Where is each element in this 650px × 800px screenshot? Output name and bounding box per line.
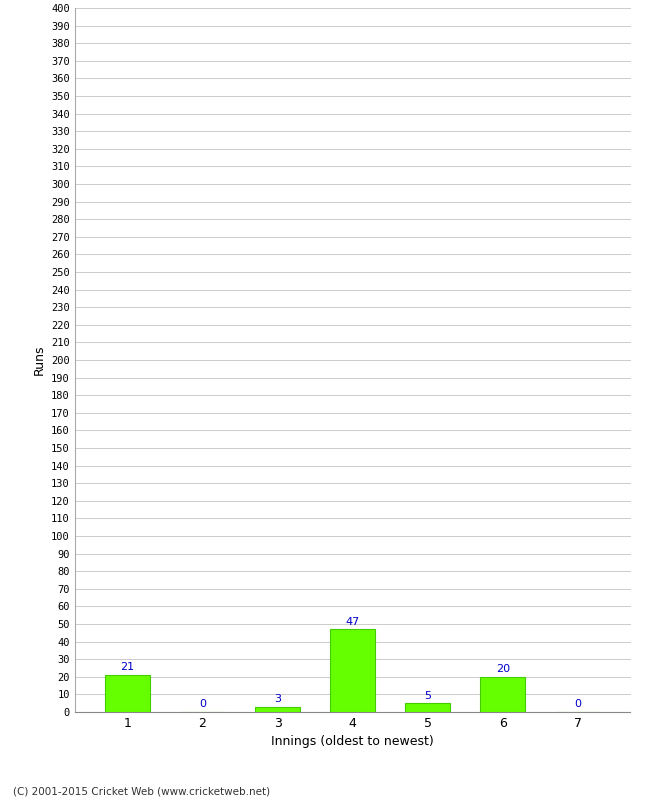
Text: 0: 0 — [199, 699, 206, 710]
X-axis label: Innings (oldest to newest): Innings (oldest to newest) — [271, 735, 434, 749]
Text: 20: 20 — [496, 664, 510, 674]
Bar — [330, 630, 375, 712]
Bar — [480, 677, 525, 712]
Text: 5: 5 — [424, 690, 431, 701]
Bar — [105, 675, 150, 712]
Text: 3: 3 — [274, 694, 281, 704]
Bar — [255, 706, 300, 712]
Text: (C) 2001-2015 Cricket Web (www.cricketweb.net): (C) 2001-2015 Cricket Web (www.cricketwe… — [13, 786, 270, 796]
Text: 21: 21 — [120, 662, 135, 672]
Y-axis label: Runs: Runs — [32, 345, 46, 375]
Text: 0: 0 — [575, 699, 582, 710]
Bar — [405, 703, 450, 712]
Text: 47: 47 — [346, 617, 359, 626]
